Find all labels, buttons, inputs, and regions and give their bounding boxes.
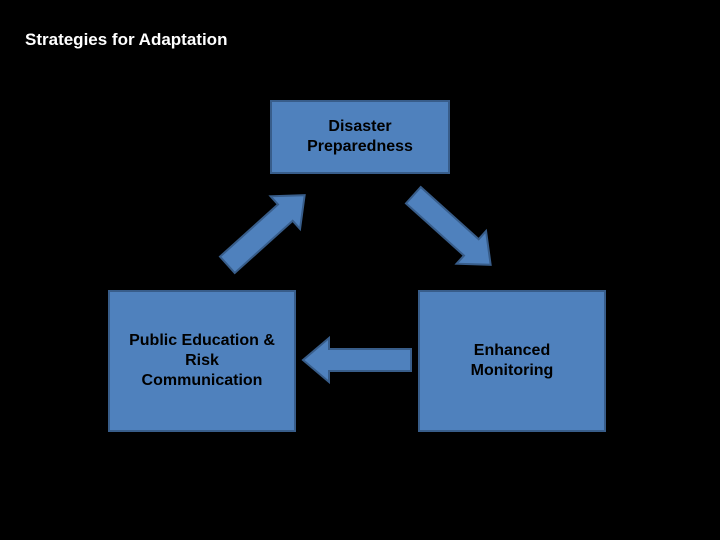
arrow-right-to-left (299, 334, 415, 386)
node-label: Enhanced Monitoring (434, 341, 590, 381)
node-enhanced-monitoring: Enhanced Monitoring (418, 290, 606, 432)
node-label: Public Education & Risk Communication (124, 331, 280, 391)
slide-title: Strategies for Adaptation (25, 30, 227, 50)
arrow-left-to-top (207, 173, 325, 287)
node-public-education: Public Education & Risk Communication (108, 290, 296, 432)
slide-canvas: Strategies for Adaptation Disaster Prepa… (0, 0, 720, 540)
arrow-top-to-right (393, 173, 511, 287)
node-disaster-preparedness: Disaster Preparedness (270, 100, 450, 174)
node-label: Disaster Preparedness (286, 117, 434, 157)
